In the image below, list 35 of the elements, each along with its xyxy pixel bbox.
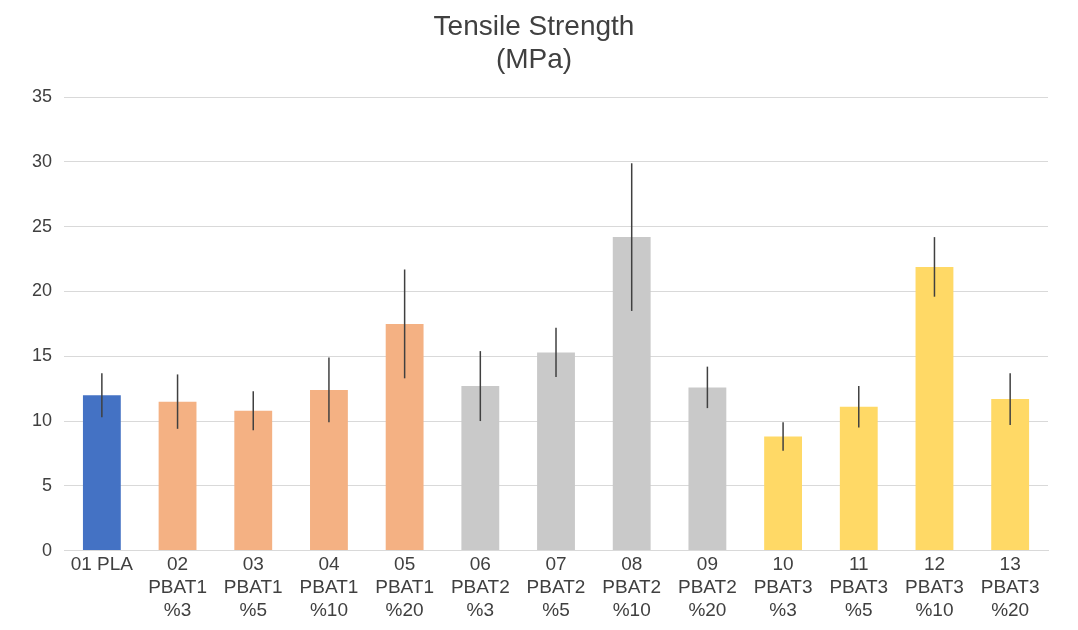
chart-title: Tensile Strength (MPa) <box>433 9 635 75</box>
bar <box>461 386 500 551</box>
bar <box>158 401 197 551</box>
x-tick-label: 10 PBAT3 %3 <box>753 553 813 620</box>
x-tick-label: 07 PBAT2 %5 <box>526 553 586 620</box>
x-tick-label: 08 PBAT2 %10 <box>602 553 662 620</box>
bar <box>234 410 273 551</box>
bar <box>612 237 651 551</box>
x-tick-label: 09 PBAT2 %20 <box>678 553 737 620</box>
bar <box>385 323 424 551</box>
y-tick-label: 15 <box>31 345 53 366</box>
y-tick-label: 0 <box>42 539 53 560</box>
y-tick-label: 20 <box>31 280 53 301</box>
x-tick-label: 03 PBAT1 %5 <box>223 553 283 620</box>
bar <box>82 395 121 551</box>
bar <box>915 266 954 551</box>
x-tick-label: 02 PBAT1 %3 <box>148 553 207 620</box>
bar <box>310 389 348 551</box>
y-tick-label: 30 <box>31 150 53 171</box>
bar <box>764 436 803 551</box>
bar <box>839 406 878 551</box>
x-tick-label: 05 PBAT1 %20 <box>375 553 435 620</box>
bar <box>688 387 727 551</box>
y-tick-label: 35 <box>31 86 53 107</box>
bar <box>991 399 1030 551</box>
y-tick-label: 5 <box>42 474 53 495</box>
x-tick-label: 04 PBAT1 %10 <box>299 553 359 620</box>
x-tick-label: 13 PBAT3 %20 <box>980 553 1040 620</box>
x-tick-label: 12 PBAT3 %10 <box>905 553 964 620</box>
x-tick-label: 06 PBAT2 %3 <box>450 553 510 620</box>
x-tick-label: 11 PBAT3 %5 <box>829 553 889 620</box>
y-tick-label: 25 <box>31 215 53 236</box>
y-tick-label: 10 <box>31 410 53 431</box>
x-tick-label: 01 PLA <box>70 553 134 575</box>
bar <box>537 352 575 551</box>
